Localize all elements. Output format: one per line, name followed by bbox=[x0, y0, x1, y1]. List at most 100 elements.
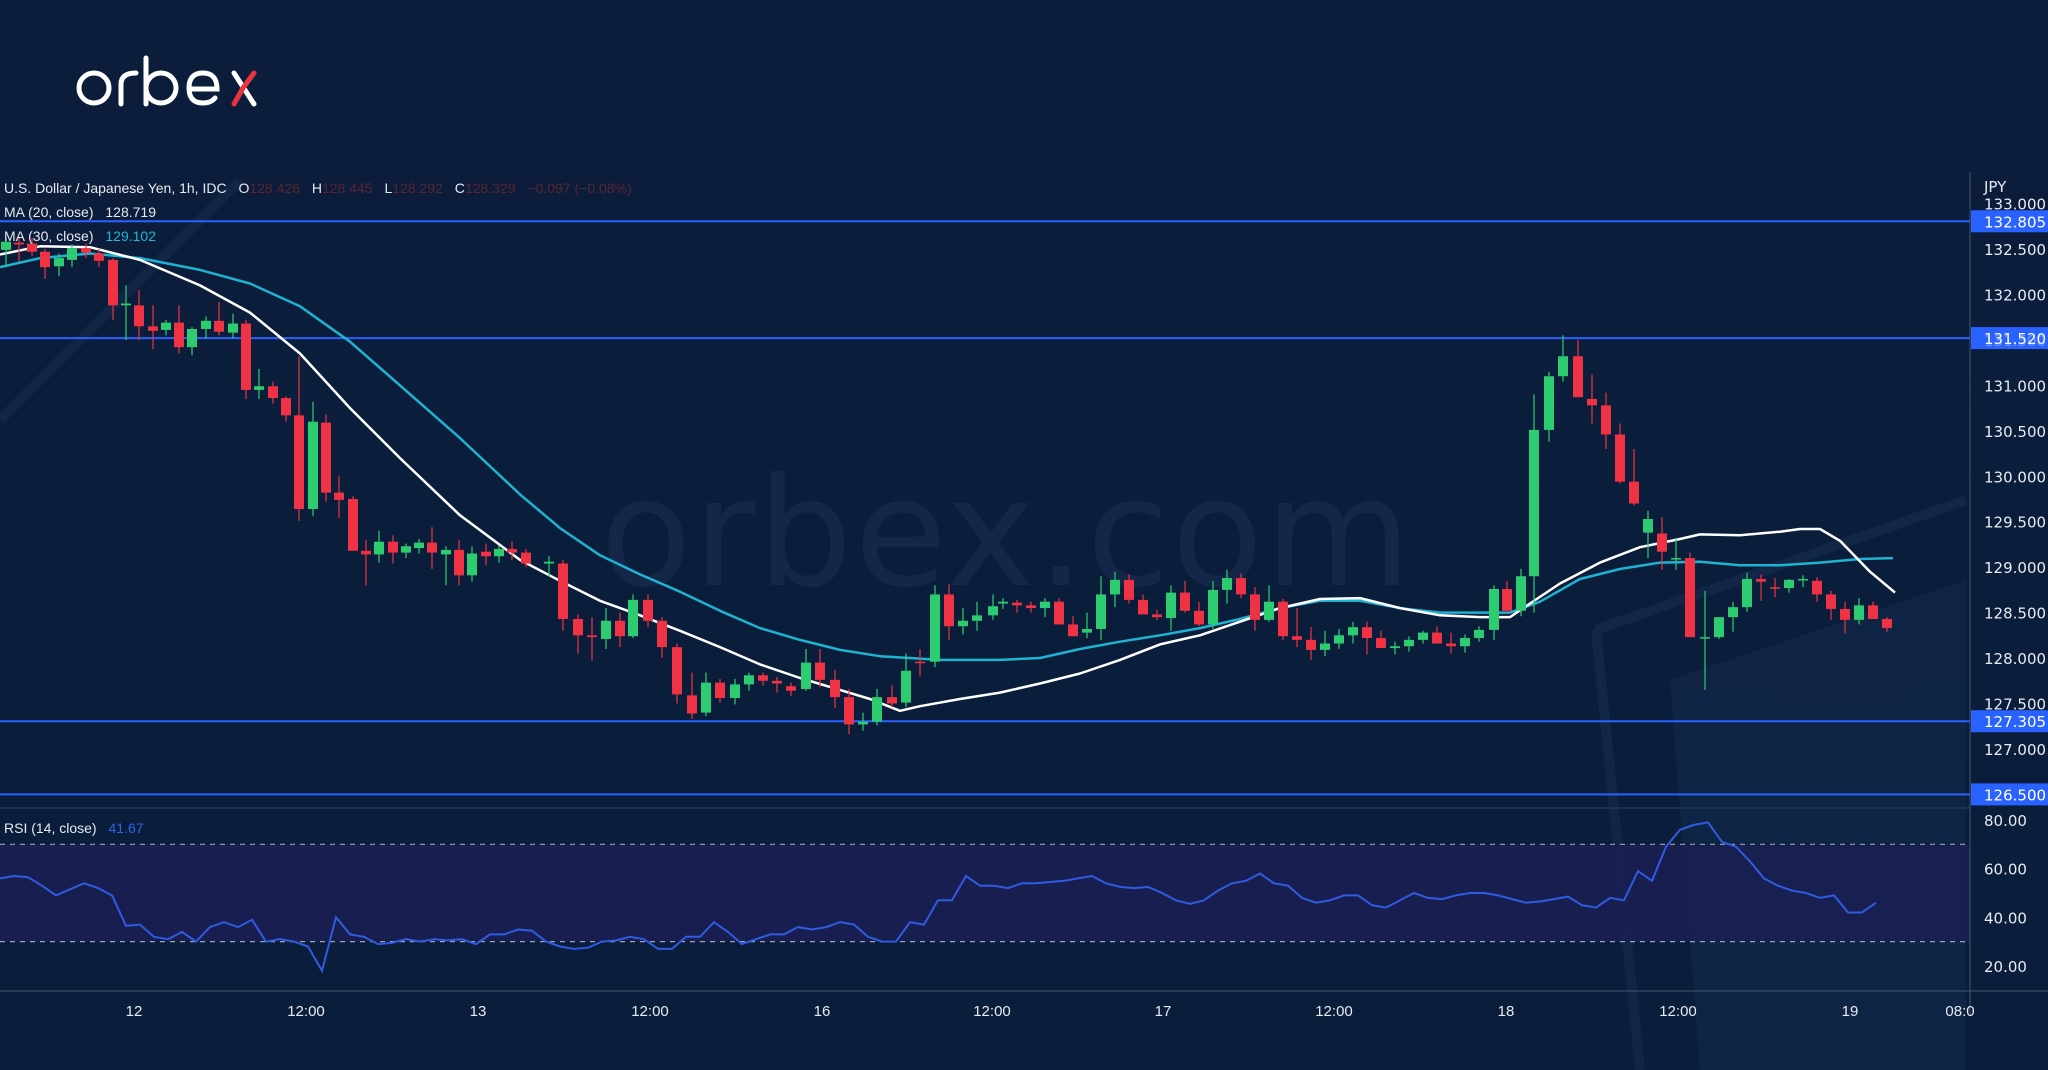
candle-body bbox=[1110, 579, 1120, 595]
candle-body bbox=[1348, 627, 1358, 636]
ma20-path bbox=[0, 245, 1896, 713]
candle-body bbox=[730, 684, 740, 699]
candle-body bbox=[1054, 601, 1064, 625]
candle-body bbox=[628, 599, 638, 637]
candlesticks bbox=[1, 238, 1892, 735]
candle-body bbox=[715, 682, 725, 699]
candle-body bbox=[467, 553, 477, 576]
symbol-legend[interactable]: U.S. Dollar / Japanese Yen, 1h, IDC O 128… bbox=[4, 180, 632, 196]
candle-body bbox=[148, 326, 158, 331]
candle-body bbox=[321, 422, 331, 493]
change-value: −0.097 (−0.08%) bbox=[527, 180, 632, 196]
candle-body bbox=[615, 620, 625, 637]
rsi-axis[interactable]: 80.00 60.00 40.00 20.00 bbox=[1984, 812, 2027, 976]
candle-body bbox=[67, 248, 77, 260]
candle-body bbox=[507, 548, 517, 553]
candle-body bbox=[1096, 594, 1106, 629]
price-tick-label: 133.000 bbox=[1984, 196, 2046, 214]
candle-body bbox=[1180, 592, 1190, 611]
price-tick-label: 127.000 bbox=[1984, 741, 2046, 759]
candle-body bbox=[1404, 639, 1414, 647]
time-tick-label: 12:00 bbox=[631, 1003, 669, 1020]
candle-body bbox=[27, 243, 37, 252]
candle-body bbox=[1854, 605, 1864, 620]
candle-body bbox=[308, 421, 318, 509]
candle-body bbox=[1334, 635, 1344, 644]
candle-body bbox=[1362, 627, 1372, 639]
candle-body bbox=[1685, 558, 1695, 638]
price-tag bbox=[1971, 327, 2048, 350]
candle-body bbox=[601, 620, 611, 639]
high-value: 128.445 bbox=[321, 180, 373, 196]
price-tag bbox=[1971, 210, 2048, 233]
horizontal-levels[interactable]: 132.805 131.520 127.305 126.500 bbox=[0, 210, 2048, 806]
candle-body bbox=[361, 550, 371, 555]
candle-body bbox=[1714, 617, 1724, 638]
candle-body bbox=[1292, 636, 1302, 640]
candle-body bbox=[1418, 632, 1428, 640]
candle-body bbox=[587, 635, 597, 638]
time-axis[interactable]: 12 12:00 13 12:00 16 12:00 17 12:00 18 12:00 19 08:… bbox=[126, 1003, 1975, 1020]
price-tick-label: 127.500 bbox=[1984, 696, 2046, 714]
time-tick-label: 08:0 bbox=[1945, 1003, 1974, 1020]
candle-body bbox=[1222, 578, 1232, 590]
candle-body bbox=[901, 670, 911, 703]
rsi-band bbox=[0, 844, 1970, 942]
candle-body bbox=[643, 599, 653, 621]
price-tag-label: 127.305 bbox=[1984, 713, 2046, 731]
candle-body bbox=[1643, 518, 1653, 533]
candle-body bbox=[1882, 618, 1892, 629]
candle-body bbox=[1840, 608, 1850, 620]
candle-body bbox=[494, 548, 504, 557]
candle-body bbox=[758, 675, 768, 681]
time-tick-label: 17 bbox=[1155, 1003, 1172, 1020]
candle-body bbox=[944, 594, 954, 627]
rsi-label: RSI (14, close) bbox=[4, 820, 97, 836]
open-label: O bbox=[238, 180, 250, 196]
candle-body bbox=[1826, 594, 1836, 609]
candle-body bbox=[1082, 628, 1092, 633]
rsi-legend[interactable]: RSI (14, close) 41.67 bbox=[4, 820, 144, 836]
candle-body bbox=[915, 661, 925, 664]
price-axis[interactable]: 133.000 132.500 132.000 131.500 131.000 130.5… bbox=[1984, 196, 2046, 759]
candle-body bbox=[998, 601, 1008, 604]
ma20-legend[interactable]: MA (20, close) 128.719 bbox=[4, 204, 156, 220]
candle-body bbox=[858, 721, 868, 725]
candle-body bbox=[1516, 576, 1526, 611]
ma30-legend[interactable]: MA (30, close) 129.102 bbox=[4, 228, 156, 244]
candle-body bbox=[1166, 592, 1176, 619]
candle-body bbox=[1489, 588, 1499, 630]
candle-body bbox=[427, 542, 437, 553]
price-tick-label: 129.000 bbox=[1984, 559, 2046, 577]
ma30-line bbox=[0, 252, 1894, 662]
candle-body bbox=[701, 682, 711, 713]
candle-body bbox=[401, 546, 411, 553]
price-tick-label: 131.000 bbox=[1984, 377, 2046, 395]
candle-body bbox=[1376, 638, 1386, 649]
candle-body bbox=[958, 620, 968, 627]
candle-body bbox=[1320, 643, 1330, 650]
candle-body bbox=[988, 606, 998, 616]
candle-body bbox=[687, 695, 697, 714]
price-tick-label: 132.000 bbox=[1984, 286, 2046, 304]
candle-body bbox=[815, 662, 825, 680]
candle-body bbox=[801, 662, 811, 689]
candle-body bbox=[1208, 589, 1218, 625]
ma30-value: 129.102 bbox=[105, 228, 156, 244]
symbol-title: U.S. Dollar / Japanese Yen, 1h, IDC bbox=[4, 180, 227, 196]
candle-body bbox=[108, 259, 118, 306]
candle-body bbox=[887, 697, 897, 704]
candle-body bbox=[388, 541, 398, 553]
ma30-label: MA (30, close) bbox=[4, 228, 94, 244]
candle-body bbox=[348, 498, 358, 551]
candle-body bbox=[573, 618, 583, 636]
ma20-line bbox=[0, 245, 1896, 713]
candle-body bbox=[772, 680, 782, 684]
ma30-path bbox=[0, 252, 1894, 662]
candle-body bbox=[1558, 356, 1568, 377]
close-label: C bbox=[454, 180, 465, 196]
currency-label: JPY bbox=[1983, 178, 2007, 196]
candle-body bbox=[1040, 601, 1050, 609]
candle-body bbox=[1502, 588, 1512, 611]
